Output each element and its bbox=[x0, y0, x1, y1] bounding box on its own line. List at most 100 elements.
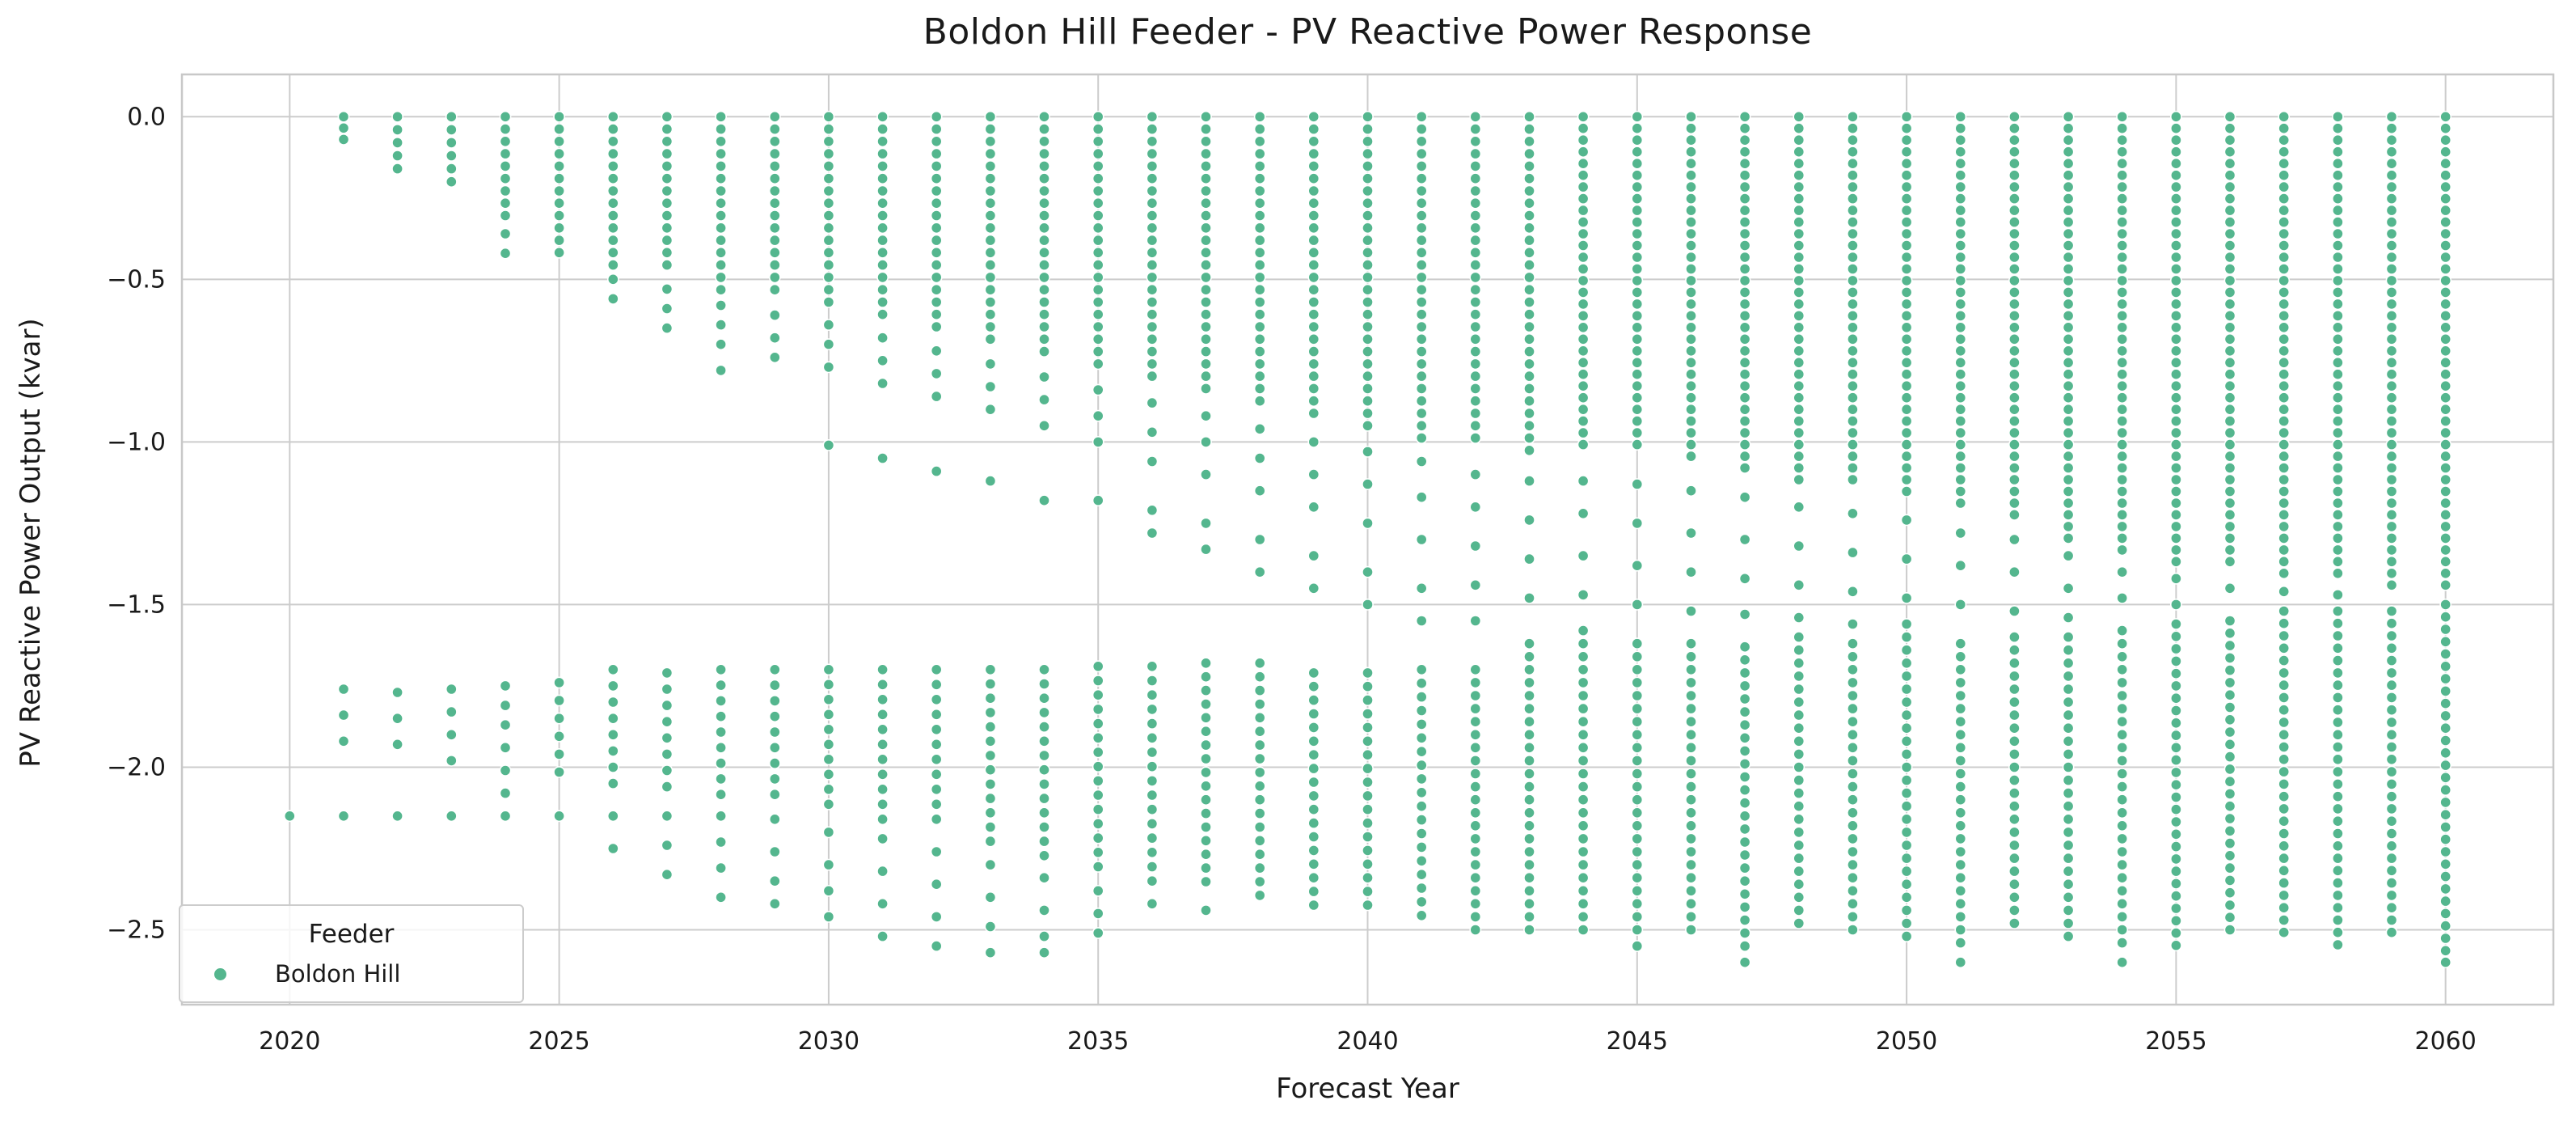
data-point bbox=[1092, 746, 1104, 759]
data-point bbox=[2331, 716, 2344, 729]
data-point bbox=[876, 377, 889, 390]
data-point bbox=[2278, 802, 2291, 815]
data-point bbox=[1631, 858, 1644, 871]
data-point bbox=[2169, 599, 2182, 611]
data-point bbox=[1793, 891, 1805, 904]
data-point bbox=[2278, 356, 2291, 369]
data-point bbox=[715, 259, 727, 271]
data-point bbox=[1900, 146, 1913, 159]
data-point bbox=[876, 768, 889, 781]
data-point bbox=[1253, 452, 1266, 464]
data-point bbox=[768, 309, 781, 321]
data-point bbox=[2062, 644, 2075, 657]
data-point bbox=[445, 176, 458, 188]
data-point bbox=[606, 728, 619, 741]
data-point bbox=[1253, 565, 1266, 578]
data-point bbox=[2116, 884, 2129, 897]
data-point bbox=[930, 708, 943, 721]
data-point bbox=[2062, 227, 2075, 240]
data-point bbox=[1146, 818, 1159, 830]
data-point bbox=[2439, 845, 2452, 858]
data-point bbox=[2008, 800, 2021, 813]
data-point bbox=[1900, 216, 1913, 228]
data-point bbox=[2385, 438, 2398, 451]
data-point bbox=[1523, 676, 1535, 689]
data-point bbox=[2008, 709, 2021, 722]
data-point bbox=[2278, 193, 2291, 205]
data-point bbox=[768, 135, 781, 148]
data-point bbox=[2008, 734, 2021, 747]
data-point bbox=[2223, 415, 2236, 427]
data-point bbox=[930, 723, 943, 736]
data-point bbox=[1253, 172, 1266, 185]
data-point bbox=[1092, 184, 1104, 197]
data-point bbox=[1307, 370, 1320, 383]
data-point bbox=[1415, 320, 1428, 333]
data-point bbox=[1307, 123, 1320, 135]
data-point bbox=[2116, 251, 2129, 264]
data-point bbox=[1954, 858, 1967, 871]
data-point bbox=[1362, 197, 1374, 209]
data-point bbox=[2331, 274, 2344, 287]
data-point bbox=[1253, 382, 1266, 395]
data-point bbox=[2331, 654, 2344, 667]
data-point bbox=[1954, 806, 1967, 819]
data-point bbox=[984, 358, 997, 370]
data-point bbox=[1307, 501, 1320, 514]
data-point bbox=[1469, 468, 1482, 480]
data-point bbox=[984, 835, 997, 848]
data-point bbox=[661, 246, 674, 259]
data-point bbox=[1954, 871, 1967, 884]
data-point bbox=[2008, 157, 2021, 170]
data-point bbox=[1200, 807, 1212, 819]
data-point bbox=[1900, 133, 1913, 146]
data-point bbox=[2116, 937, 2129, 949]
data-point bbox=[1685, 193, 1697, 205]
data-point bbox=[2331, 110, 2344, 123]
data-point bbox=[499, 147, 512, 160]
data-point bbox=[2439, 532, 2452, 544]
data-point bbox=[1793, 826, 1805, 839]
data-point bbox=[445, 683, 458, 696]
data-point bbox=[2385, 765, 2398, 778]
data-point bbox=[1631, 806, 1644, 819]
data-point bbox=[1954, 379, 1967, 392]
data-point bbox=[984, 380, 997, 393]
data-point bbox=[2062, 122, 2075, 135]
data-point bbox=[715, 147, 727, 160]
data-point bbox=[1793, 813, 1805, 826]
data-point bbox=[2169, 618, 2182, 630]
data-point bbox=[1469, 259, 1482, 271]
data-point bbox=[1362, 320, 1374, 333]
data-point bbox=[2331, 765, 2344, 778]
data-point bbox=[2439, 426, 2452, 439]
data-point bbox=[768, 271, 781, 284]
data-point bbox=[2116, 845, 2129, 858]
data-point bbox=[553, 172, 565, 185]
data-point bbox=[2223, 263, 2236, 275]
data-point bbox=[1846, 473, 1859, 486]
data-point bbox=[2331, 298, 2344, 311]
data-point bbox=[2223, 391, 2236, 404]
data-point bbox=[1469, 897, 1482, 910]
data-point bbox=[1523, 858, 1535, 871]
data-point bbox=[2278, 617, 2291, 630]
data-point bbox=[1631, 379, 1644, 392]
data-point bbox=[2278, 239, 2291, 252]
data-point bbox=[2278, 298, 2291, 311]
data-point bbox=[1146, 320, 1159, 333]
data-point bbox=[2439, 309, 2452, 322]
data-point bbox=[606, 842, 619, 855]
data-point bbox=[1146, 746, 1159, 759]
data-point bbox=[1577, 309, 1590, 322]
data-point bbox=[2008, 169, 2021, 182]
data-point bbox=[1738, 572, 1751, 585]
data-point bbox=[1631, 309, 1644, 322]
data-point bbox=[2116, 263, 2129, 275]
data-point bbox=[1577, 204, 1590, 217]
data-point bbox=[1846, 356, 1859, 369]
data-point bbox=[2008, 670, 2021, 683]
data-point bbox=[2331, 790, 2344, 803]
data-point bbox=[822, 753, 835, 766]
data-point bbox=[2223, 286, 2236, 298]
